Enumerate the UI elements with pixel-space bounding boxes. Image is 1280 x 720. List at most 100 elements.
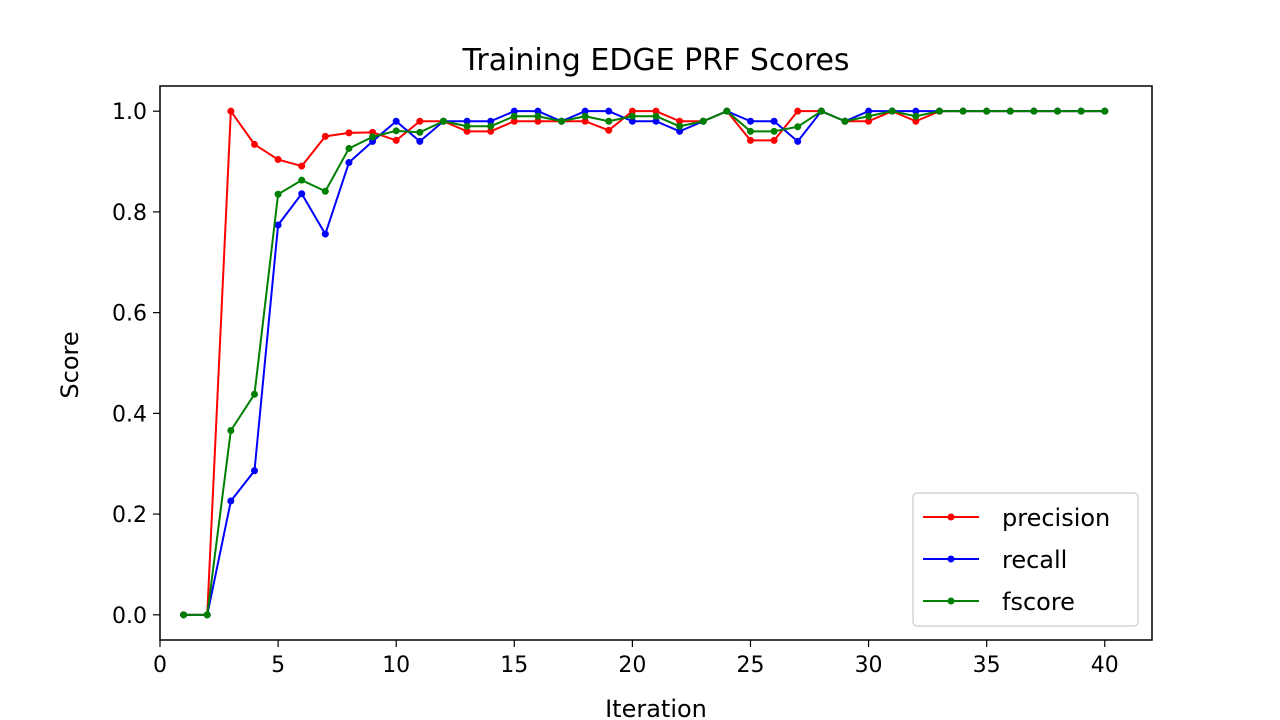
- data-point-fscore: [628, 112, 636, 120]
- data-point-recall: [652, 117, 660, 125]
- data-point-precision: [770, 136, 778, 144]
- data-point-precision: [746, 136, 754, 144]
- x-tick-label: 20: [618, 653, 646, 678]
- data-point-recall: [770, 117, 778, 125]
- data-point-fscore: [510, 112, 518, 120]
- legend-label-precision: precision: [1002, 504, 1110, 532]
- data-point-recall: [274, 221, 282, 229]
- data-point-precision: [581, 117, 589, 125]
- data-point-fscore: [935, 107, 943, 115]
- data-point-fscore: [723, 107, 731, 115]
- x-tick-label: 10: [382, 653, 410, 678]
- data-point-precision: [487, 127, 495, 135]
- data-point-fscore: [534, 112, 542, 120]
- data-point-precision: [510, 117, 518, 125]
- data-point-precision: [628, 107, 636, 115]
- data-point-fscore: [1054, 107, 1062, 115]
- legend-marker-precision: [947, 513, 955, 521]
- data-point-fscore: [841, 117, 849, 125]
- data-point-precision: [794, 107, 802, 115]
- legend-label-fscore: fscore: [1002, 588, 1075, 616]
- data-point-recall: [746, 117, 754, 125]
- y-tick-label: 1.0: [112, 100, 147, 125]
- data-point-recall: [463, 117, 471, 125]
- data-point-fscore: [439, 117, 447, 125]
- plot-area: 0 5 10 15 20 25 30 35 40 0.0 0.2 0.4 0.6 0.8 1.0: [112, 85, 1153, 678]
- data-point-fscore: [912, 112, 920, 120]
- data-point-precision: [227, 107, 235, 115]
- data-point-fscore: [227, 426, 235, 434]
- data-point-recall: [321, 230, 329, 238]
- data-point-fscore: [274, 190, 282, 198]
- data-point-fscore: [699, 117, 707, 125]
- data-point-precision: [676, 117, 684, 125]
- data-point-recall: [605, 107, 613, 115]
- data-point-fscore: [676, 122, 684, 130]
- data-point-precision: [534, 117, 542, 125]
- x-tick-label: 40: [1091, 653, 1119, 678]
- x-tick-label: 25: [736, 653, 764, 678]
- data-point-fscore: [180, 611, 188, 619]
- data-point-precision: [865, 117, 873, 125]
- data-point-fscore: [770, 127, 778, 135]
- data-point-fscore: [250, 390, 258, 398]
- data-point-fscore: [1077, 107, 1085, 115]
- data-point-recall: [676, 127, 684, 135]
- chart-title: Training EDGE PRF Scores: [461, 43, 849, 78]
- data-point-precision: [652, 107, 660, 115]
- data-point-precision: [321, 132, 329, 140]
- data-point-recall: [416, 137, 424, 145]
- y-axis-label: Score: [56, 331, 84, 398]
- data-point-recall: [298, 190, 306, 198]
- data-point-fscore: [369, 133, 377, 141]
- data-point-fscore: [1006, 107, 1014, 115]
- data-point-precision: [416, 117, 424, 125]
- legend-marker-recall: [947, 555, 955, 563]
- legend-marker-fscore: [947, 597, 955, 605]
- data-point-precision: [250, 140, 258, 148]
- data-point-precision: [912, 117, 920, 125]
- data-point-fscore: [321, 187, 329, 195]
- legend-label-recall: recall: [1002, 546, 1067, 574]
- plot-frame: [159, 85, 1153, 641]
- data-point-fscore: [298, 176, 306, 184]
- data-point-recall: [250, 467, 258, 475]
- y-tick-label: 0.6: [112, 302, 147, 327]
- data-point-recall: [628, 117, 636, 125]
- data-point-fscore: [558, 117, 566, 125]
- x-tick-label: 15: [500, 653, 528, 678]
- legend-box: [912, 492, 1139, 627]
- data-point-fscore: [487, 122, 495, 130]
- data-point-fscore: [959, 107, 967, 115]
- data-point-precision: [463, 127, 471, 135]
- data-point-recall: [794, 137, 802, 145]
- data-point-precision: [345, 129, 353, 137]
- x-tick-label: 0: [153, 653, 167, 678]
- data-point-fscore: [746, 127, 754, 135]
- data-point-fscore: [888, 107, 896, 115]
- data-point-fscore: [817, 107, 825, 115]
- data-point-recall: [912, 107, 920, 115]
- data-point-fscore: [865, 112, 873, 120]
- data-point-fscore: [416, 128, 424, 136]
- data-point-fscore: [203, 611, 211, 619]
- data-point-recall: [227, 497, 235, 505]
- series-line-fscore: [183, 110, 1105, 616]
- y-tick-label: 0.4: [112, 402, 147, 427]
- legend: precision recall fscore: [912, 492, 1139, 627]
- data-point-fscore: [392, 127, 400, 135]
- data-point-fscore: [1030, 107, 1038, 115]
- x-tick-label: 5: [271, 653, 285, 678]
- x-tick-label: 35: [973, 653, 1001, 678]
- data-point-recall: [392, 117, 400, 125]
- data-point-fscore: [794, 123, 802, 131]
- data-point-recall: [345, 159, 353, 167]
- y-tick-label: 0.0: [112, 604, 147, 629]
- data-point-fscore: [463, 122, 471, 130]
- data-point-recall: [865, 107, 873, 115]
- data-point-precision: [298, 162, 306, 170]
- data-point-precision: [274, 156, 282, 164]
- y-tick-label: 0.2: [112, 503, 147, 528]
